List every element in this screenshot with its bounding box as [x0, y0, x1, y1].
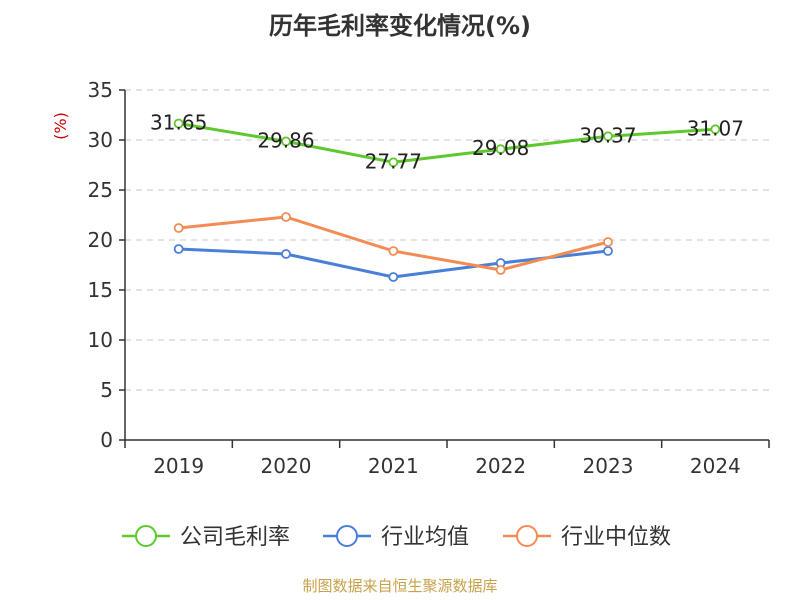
point-0-2022 — [495, 144, 506, 155]
x-tick-label-2023: 2023 — [583, 454, 634, 478]
data-label-2019: 31.65 — [150, 111, 207, 135]
y-axis-label: (%) — [51, 112, 70, 140]
point-0-2020 — [281, 136, 291, 147]
point-2-2021 — [388, 246, 399, 256]
point-2-2023 — [603, 237, 613, 247]
data-labels: 31.65 29.86 27.77 29.08 30.37 31.07 — [150, 111, 744, 174]
legend-marker-0 — [135, 525, 157, 547]
point-1-2020 — [281, 249, 291, 259]
point-2-2022 — [495, 265, 506, 275]
legend-label-2: 行业中位数 — [561, 525, 671, 550]
point-0-2019 — [173, 118, 184, 129]
y-tick-label-5: 5 — [100, 378, 113, 402]
legend-label-0: 公司毛利率 — [180, 525, 290, 550]
legend: 公司毛利率 行业均值 行业中位数 — [122, 525, 671, 550]
source-note: 制图数据来自恒生聚源数据库 — [302, 577, 497, 595]
y-tick-label-10: 10 — [88, 328, 113, 352]
legend-marker-1 — [336, 525, 358, 547]
series-line-0 — [178, 122, 716, 164]
y-tick-label-0: 0 — [100, 428, 113, 452]
x-tick-label-2024: 2024 — [690, 454, 741, 478]
grid-lines — [125, 89, 769, 391]
point-0-2024 — [710, 124, 721, 135]
point-1-2019 — [173, 244, 184, 254]
y-tick-label-25: 25 — [88, 178, 113, 202]
point-0-2021 — [388, 157, 399, 168]
series-line-2 — [178, 215, 609, 272]
axes: 0 5 10 15 20 25 30 35 2019 2020 2021 2022 2023 2024 — [88, 78, 770, 478]
x-tick-label-2022: 2022 — [475, 454, 526, 478]
x-tick-label-2020: 2020 — [261, 454, 312, 478]
y-tick-label-35: 35 — [88, 78, 113, 102]
legend-label-1: 行业均值 — [381, 525, 469, 550]
y-tick-label-30: 30 — [88, 128, 113, 152]
y-tick-label-15: 15 — [88, 278, 113, 302]
point-1-2021 — [388, 272, 399, 282]
data-label-2023: 30.37 — [579, 123, 636, 147]
legend-marker-2 — [516, 525, 538, 547]
chart-title: 历年毛利率变化情况(%) — [269, 12, 531, 40]
series-group — [173, 118, 721, 282]
point-2-2020 — [281, 212, 291, 222]
x-tick-label-2021: 2021 — [368, 454, 419, 478]
data-label-2024: 31.07 — [687, 116, 744, 140]
point-0-2023 — [603, 131, 613, 142]
point-1-2023 — [603, 246, 613, 256]
data-label-2020: 29.86 — [257, 128, 314, 152]
data-label-2022: 29.08 — [472, 136, 529, 160]
data-label-2021: 27.77 — [365, 149, 422, 173]
x-tick-label-2019: 2019 — [153, 454, 204, 478]
point-2-2019 — [173, 223, 184, 233]
y-tick-label-20: 20 — [88, 228, 113, 252]
